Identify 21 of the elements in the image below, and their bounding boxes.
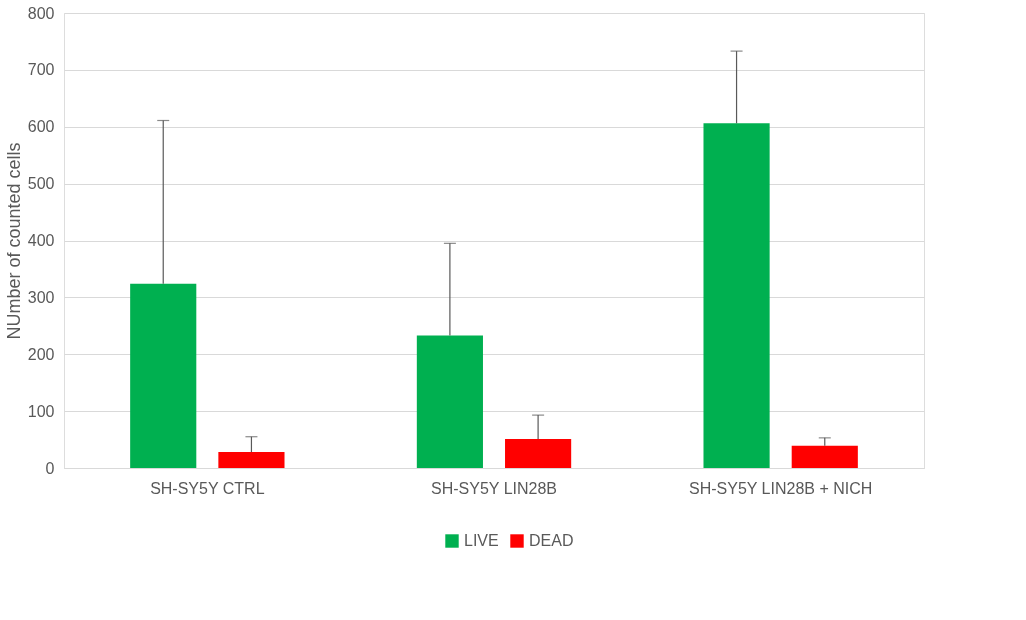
x-tick-label: SH-SY5Y LIN28B: [431, 479, 557, 497]
bar: [703, 123, 770, 468]
y-tick-label: 500: [27, 175, 55, 193]
legend-label: DEAD: [529, 532, 574, 549]
bar: [130, 283, 197, 468]
bar: [791, 445, 858, 468]
y-axis-title: NUmber of counted cells: [3, 142, 24, 340]
y-tick-label: 200: [27, 345, 55, 363]
y-tick-label: 400: [27, 232, 55, 249]
y-tick-label: 100: [27, 402, 55, 420]
bar: [218, 452, 285, 468]
legend-label: LIVE: [464, 532, 499, 549]
y-tick-label: 700: [27, 61, 55, 79]
x-tick-label: SH-SY5Y CTRL: [150, 479, 265, 497]
y-tick-label: 800: [27, 4, 55, 22]
x-tick-label: SH-SY5Y LIN28B + NICH: [688, 479, 873, 497]
y-tick-label: 300: [27, 288, 55, 306]
y-tick-label: 600: [27, 118, 55, 136]
y-tick-label: 0: [45, 459, 55, 477]
bar: [416, 335, 483, 468]
bar: [505, 438, 572, 468]
